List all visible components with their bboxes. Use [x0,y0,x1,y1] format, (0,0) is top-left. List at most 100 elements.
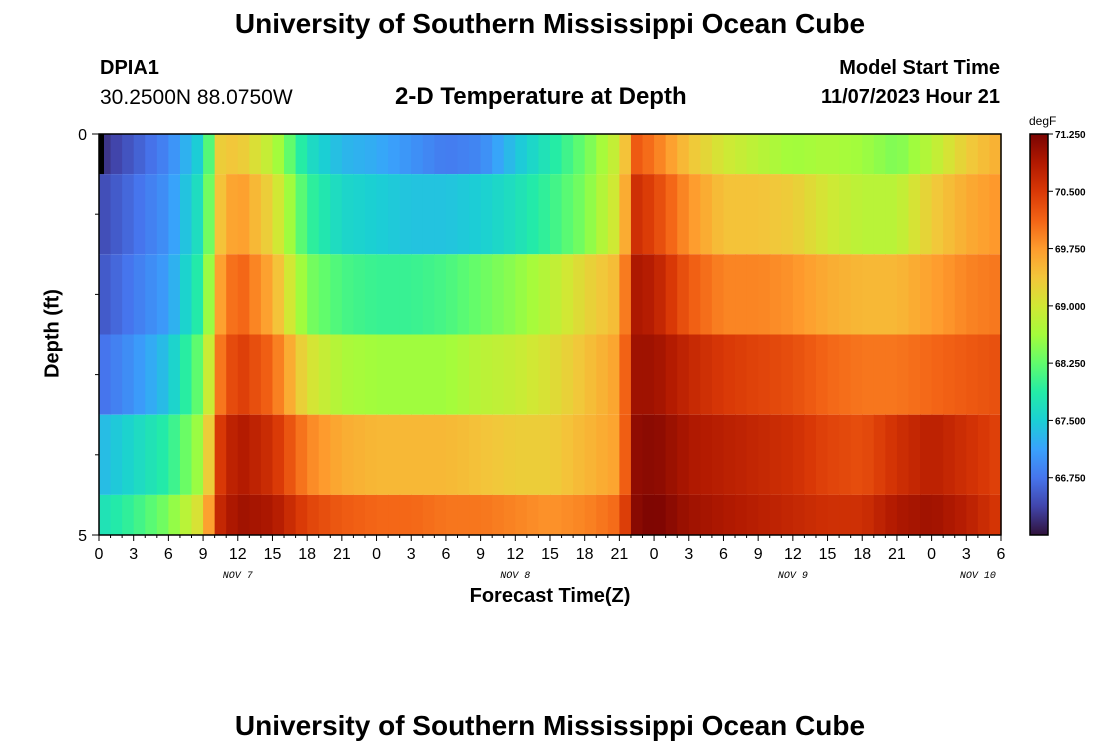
heatmap-cell [931,134,944,175]
heatmap-cell [330,174,343,255]
heatmap-cell [526,254,540,335]
heatmap-cell [700,414,713,495]
heatmap-cell [133,254,146,335]
heatmap-cell [214,334,227,415]
heatmap-cell [260,414,274,495]
heatmap-cell [896,334,910,415]
heatmap-cell [920,174,933,255]
heatmap-cell [630,134,644,175]
heatmap-cell [133,494,146,535]
heatmap-cell [873,334,886,415]
heatmap-cell [341,254,355,335]
heatmap-cell [711,334,725,415]
x-tick-label: 3 [684,546,693,563]
heatmap-cell [827,254,840,335]
x-tick-label: 12 [506,546,524,563]
heatmap-cell [862,134,875,175]
heatmap-cell [526,334,540,415]
heatmap-cell [920,134,933,175]
heatmap-cell [573,134,586,175]
heatmap-cell [284,134,297,175]
heatmap-cell [492,334,505,415]
heatmap-cell [746,334,759,415]
initial-marker [99,134,104,175]
heatmap-cell [596,174,609,255]
heatmap-cell [156,174,169,255]
heatmap-cell [99,254,112,335]
y-axis: 05 [78,127,99,545]
heatmap-cell [711,134,725,175]
heatmap-cell [654,134,667,175]
heatmap-cell [422,414,435,495]
heatmap-cell [214,134,227,175]
heatmap-cell [781,174,794,255]
heatmap-cell [295,254,308,335]
heatmap-cell [723,174,736,255]
heatmap-cell [110,134,123,175]
heatmap-cell [341,494,355,535]
heatmap-cell [943,174,956,255]
heatmap-cell [677,414,690,495]
heatmap-cell [526,174,540,255]
heatmap-cell [642,134,655,175]
heatmap-cell [457,414,470,495]
y-axis-label: Depth (ft) [41,289,64,378]
heatmap-cell [480,494,493,535]
heatmap-cell [284,494,297,535]
heatmap-cell [989,174,1002,255]
heatmap-cell [584,494,597,535]
heatmap-cell [989,334,1002,415]
heatmap-cell [781,134,794,175]
heatmap-cell [977,494,991,535]
heatmap-cell [839,134,852,175]
heatmap-cell [596,494,609,535]
heatmap-cell [422,134,435,175]
heatmap-cell [665,494,678,535]
heatmap-cell [179,334,193,415]
heatmap-cell [260,494,274,535]
heatmap-cell [550,334,563,415]
heatmap-cell [723,134,736,175]
heatmap-cell [99,494,112,535]
heatmap-cell [133,134,146,175]
heatmap-cell [434,134,447,175]
heatmap-cell [191,174,204,255]
heatmap-cell [411,134,424,175]
heatmap-cell [873,174,886,255]
heatmap-cell [977,174,991,255]
heatmap-cell [966,494,979,535]
heatmap-cell [260,334,274,415]
heatmap-cell [133,334,146,415]
heatmap-cell [364,334,378,415]
heatmap-cell [573,254,586,335]
heatmap-cell [642,334,655,415]
heatmap-cell [226,494,239,535]
heatmap-cell [665,334,678,415]
heatmap-cell [445,494,459,535]
heatmap-cell [550,414,563,495]
heatmap-cell [607,174,620,255]
colorbar-tick-label: 69.000 [1055,302,1086,313]
heatmap-cell [561,334,574,415]
heatmap-cell [827,414,840,495]
heatmap-cell [376,254,389,335]
heatmap-cell [723,494,736,535]
heatmap-cell [711,174,725,255]
heatmap-cell [850,134,863,175]
heatmap-cell [341,174,355,255]
heatmap-cell [561,174,574,255]
heatmap-cell [226,334,239,415]
heatmap-cell [353,414,366,495]
heatmap-cell [873,254,886,335]
heatmap-cell [700,494,713,535]
heatmap-cell [862,494,875,535]
heatmap-cell [457,494,470,535]
heatmap-cell [688,414,701,495]
heatmap-cell [364,494,378,535]
heatmap-cell [353,334,366,415]
heatmap-cell [99,414,112,495]
heatmap-cell [110,254,123,335]
x-axis: 0 3 6 9 12 15 18 21 0 3 6 9 12 15 18 21 0 3 6 9 12 15 18 21 0 3 6N… [95,535,1006,582]
heatmap-cell [179,134,193,175]
heatmap-cell [168,334,181,415]
